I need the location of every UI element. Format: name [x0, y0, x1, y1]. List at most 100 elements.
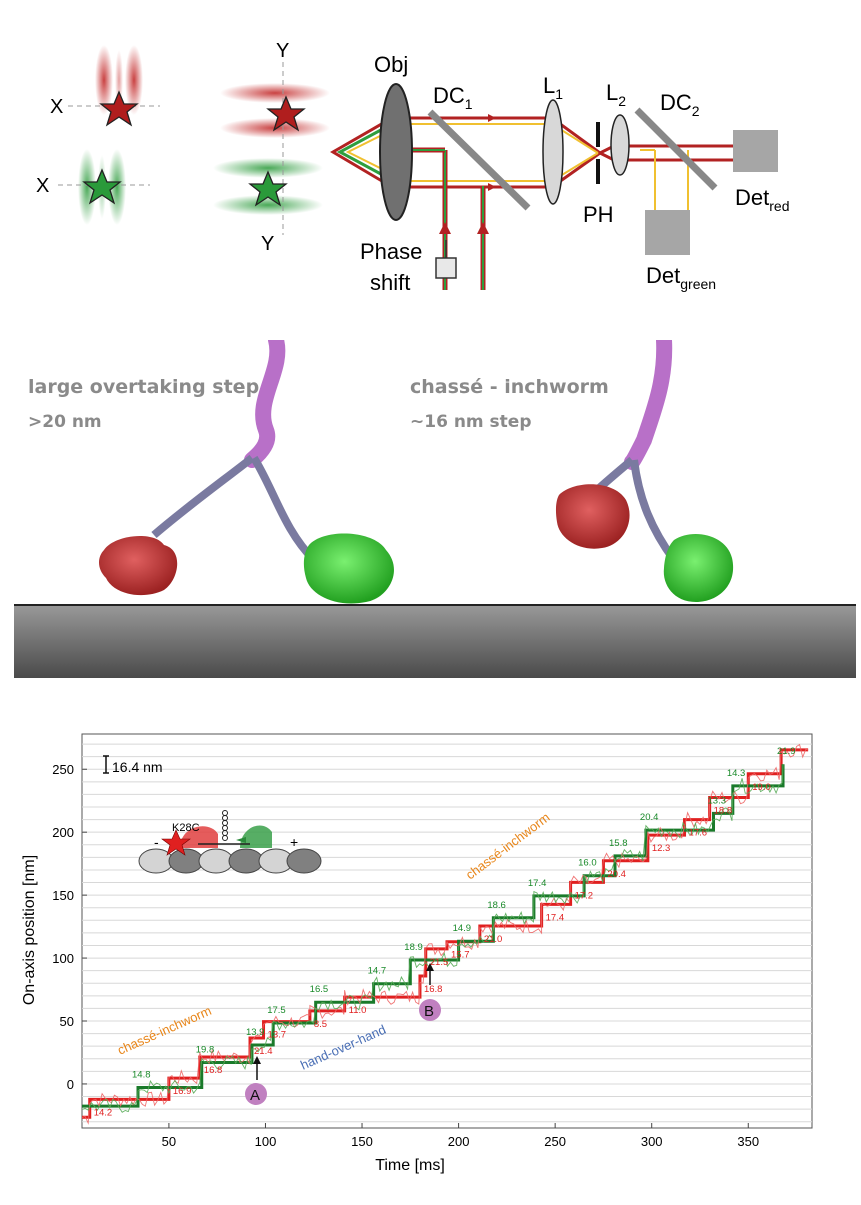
kinesin-inset: K28C - + [138, 810, 322, 874]
x-axis-label: Time [ms] [375, 1157, 445, 1174]
label-star-icon [161, 829, 191, 856]
dc1-label: DC1 [433, 83, 473, 112]
step-label-red: 21.0 [484, 934, 503, 945]
marker-b: B [419, 963, 441, 1021]
red-star-icon [99, 90, 139, 127]
step-label-green: 16.0 [578, 858, 597, 869]
neck-right-b [630, 459, 678, 563]
green-star-icon [82, 168, 122, 205]
y-tick-label: 250 [52, 762, 74, 777]
objective-lens [379, 83, 413, 221]
x-tick-label: 200 [448, 1134, 470, 1149]
step-labels: 14.2 16.9 16.8 21.4 13.7 8.5 11.0 16.8 21.515.7 2… [94, 746, 796, 1118]
optics-panel: X X Y Y [0, 0, 861, 310]
step-label-green: 14.7 [368, 966, 387, 977]
y-tick-label: 0 [67, 1077, 74, 1092]
noise-trace-green [81, 764, 784, 1113]
y-tick-label: 100 [52, 951, 74, 966]
render-graphic [14, 340, 856, 678]
step-label-green: 20.4 [640, 812, 659, 823]
lens-l2 [610, 114, 630, 176]
x-tick-label: 250 [544, 1134, 566, 1149]
step-label-red: 11.0 [349, 1005, 367, 1016]
green-star-icon-2 [248, 170, 288, 207]
det-red-box [733, 130, 778, 172]
step-label-red: 17.4 [546, 912, 565, 923]
left-step-sub: >20 nm [28, 412, 102, 432]
x-psf-red [95, 45, 143, 115]
step-label-red: 8.5 [314, 1019, 327, 1030]
x-tick-label: 350 [737, 1134, 759, 1149]
y-tick-label: 50 [60, 1014, 74, 1029]
y-psf-red [220, 83, 330, 138]
right-step-sub: ~16 nm step [410, 412, 532, 432]
step-label-green: 16.5 [310, 984, 329, 995]
step-label-red: 17.2 [575, 890, 594, 901]
microtubule-surface [14, 604, 856, 678]
noise-layer [81, 743, 809, 1125]
y-label-bottom: Y [261, 233, 274, 255]
step-label-red: 13.7 [268, 1030, 287, 1041]
obj-label: Obj [374, 52, 408, 77]
marker-b-label: B [424, 1003, 434, 1020]
step-label-green: 13.3 [708, 795, 727, 806]
det-red-label: Detred [735, 185, 789, 214]
inset-mutation-label: K28C [172, 822, 200, 834]
y-ticks: 0 50 100 150 200 250 [52, 762, 87, 1092]
step-label-green: 14.9 [453, 923, 472, 934]
stalk-right [624, 340, 673, 470]
step-label-green: 13.9 [246, 1027, 265, 1038]
step-label-red: 16.8 [424, 984, 443, 995]
red-head-left [99, 535, 178, 596]
y-tick-label: 200 [52, 825, 74, 840]
green-arrow-icon [236, 837, 246, 843]
step-label-green: 18.6 [487, 900, 506, 911]
beam-arrows [439, 114, 496, 234]
phase-label-2: shift [370, 270, 410, 295]
green-head-right [663, 534, 734, 602]
dc2-label: DC2 [660, 90, 700, 119]
x-tick-label: 150 [351, 1134, 373, 1149]
y-label-top: Y [276, 40, 289, 62]
neck-left-a [151, 454, 255, 539]
step-label-red: 15.7 [451, 950, 470, 961]
x-tick-label: 100 [255, 1134, 277, 1149]
step-label-green: 17.4 [528, 878, 547, 889]
optics-diagram: X X Y Y [36, 40, 789, 295]
y-tick-label: 150 [52, 888, 74, 903]
stalk-left [244, 340, 286, 468]
l1-label: L1 [543, 73, 563, 102]
phase-shift-box [435, 257, 457, 279]
dichroic-2 [634, 107, 718, 191]
y-psf-green [213, 158, 323, 215]
step-label-green: 14.3 [727, 768, 746, 779]
step-label-green: 19.8 [196, 1045, 215, 1056]
scale-bar-label: 16.4 nm [112, 759, 163, 775]
right-step-title: chassé - inchworm [410, 376, 609, 398]
plot-frame [81, 733, 813, 1129]
step-label-red: 17.6 [689, 828, 708, 839]
step-label-red: 18.8 [714, 805, 733, 816]
red-head-right [555, 484, 630, 549]
step-trace-panel: 50 100 150 200 250 300 350 0 50 100 150 200 250 14.… [0, 700, 861, 1200]
x-ticks: 50 100 150 200 250 300 350 [162, 1123, 759, 1149]
step-label-red: 14.2 [94, 1107, 113, 1118]
step-label-green: 18.9 [404, 942, 423, 953]
phase-label-1: Phase [360, 239, 422, 264]
lens-l1 [542, 99, 564, 205]
step-label-red: 21.5 [430, 957, 449, 968]
step-label-green: 17.5 [267, 1005, 286, 1016]
det-green-box [645, 210, 690, 255]
x-label-bottom: X [36, 175, 49, 197]
grid [82, 743, 812, 1123]
inset-plus-label: + [290, 834, 298, 850]
step-series-red [82, 748, 809, 1119]
y-axis-label: On-axis position [nm] [21, 855, 38, 1005]
step-trace-chart: 50 100 150 200 250 300 350 0 50 100 150 200 250 14.… [21, 733, 813, 1174]
ph-label: PH [583, 202, 614, 227]
x-tick-label: 50 [162, 1134, 176, 1149]
neck-left-b [250, 455, 317, 563]
step-label-red: 21.4 [254, 1046, 273, 1057]
left-step-title: large overtaking step [28, 376, 260, 398]
det-green-label: Detgreen [646, 263, 716, 292]
